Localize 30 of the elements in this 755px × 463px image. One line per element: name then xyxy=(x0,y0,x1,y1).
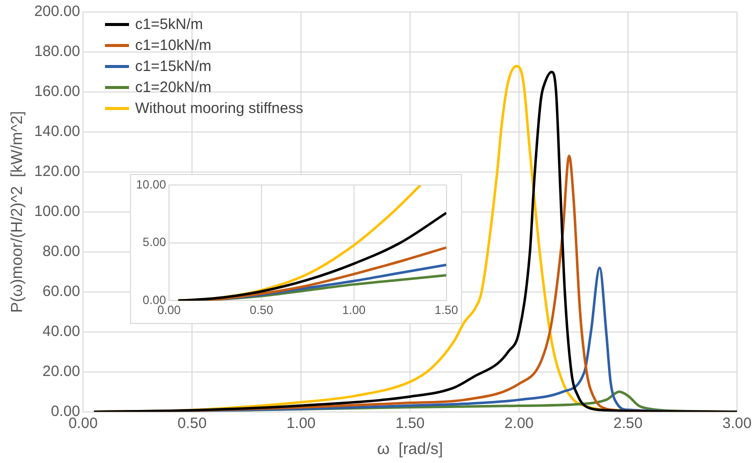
y-tick-label: 80.00 xyxy=(42,243,80,260)
x-tick-label: 1.50 xyxy=(434,303,458,318)
x-tick-label: 1.00 xyxy=(286,414,316,432)
x-tick-label: 1.00 xyxy=(342,303,366,318)
legend-label: c1=15kN/m xyxy=(135,57,212,77)
y-tick-label: 60.00 xyxy=(42,283,80,300)
y-tick-label: 100.00 xyxy=(34,203,80,220)
y-tick-label: 140.00 xyxy=(34,123,80,140)
x-tick-label: 2.00 xyxy=(504,414,534,432)
legend-label: c1=10kN/m xyxy=(135,36,212,56)
x-tick-label: 1.50 xyxy=(395,414,425,432)
legend-label: Without mooring stiffness xyxy=(135,99,304,119)
y-tick-label: 120.00 xyxy=(34,163,80,180)
y-tick-label: 10.00 xyxy=(136,178,166,192)
x-tick-label: 0.50 xyxy=(177,414,207,432)
x-tick-label: 3.00 xyxy=(722,414,752,432)
x-axis-title: ω [rad/s] xyxy=(377,440,443,458)
legend-label: c1=20kN/m xyxy=(135,78,212,98)
y-tick-label: 180.00 xyxy=(34,43,80,60)
x-tick-label: 2.50 xyxy=(613,414,643,432)
y-tick-label: 20.00 xyxy=(42,362,80,380)
x-tick-label: 0.00 xyxy=(68,414,98,432)
y-axis-title: P(ω)moor/(H/2)^2 [kW/m^2] xyxy=(9,111,26,313)
y-tick-label: 160.00 xyxy=(34,83,80,100)
y-tick-label: 200.00 xyxy=(34,3,80,20)
line-series xyxy=(177,212,446,301)
y-tick-label: 5.00 xyxy=(142,235,166,250)
legend-label: c1=5kN/m xyxy=(135,15,204,35)
y-tick-label: 40.00 xyxy=(42,322,80,340)
x-tick-label: 0.50 xyxy=(250,303,274,318)
